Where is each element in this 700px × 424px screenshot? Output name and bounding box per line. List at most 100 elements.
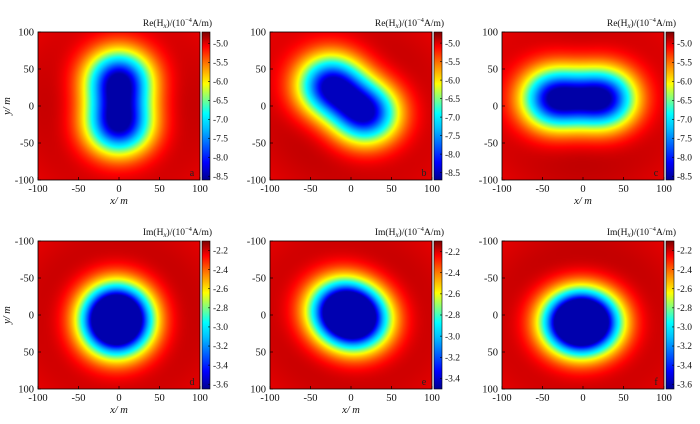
y-tick-label: -100 <box>479 176 498 187</box>
y-tick-label: 50 <box>24 65 35 76</box>
y-tick-label: 50 <box>24 348 35 359</box>
heatmap-canvas-c <box>502 32 664 180</box>
colorbar-tick-label: -6.5 <box>213 97 228 107</box>
x-tick-label: 50 <box>386 184 397 195</box>
colorbar-tick-label: -5.5 <box>213 59 228 69</box>
colorbar-tick-label: -7.0 <box>445 113 460 123</box>
colorbar-tick-label: -8.0 <box>445 150 460 160</box>
y-tick-label: 50 <box>256 65 267 76</box>
x-tick-label: 0 <box>580 184 585 195</box>
y-tick-label: 100 <box>250 28 266 39</box>
y-tick-label: 100 <box>250 385 266 396</box>
x-tick-label: 100 <box>424 393 440 404</box>
panel-letter: b <box>422 168 427 179</box>
colorbar-tick-label: -8.5 <box>213 172 228 182</box>
x-tick-label: -50 <box>536 184 550 195</box>
heatmap-canvas-e <box>270 241 432 389</box>
colorbar-d: -2.2 -2.4 -2.6 -2.8 -3.0 -3.2 -3.4 -3.6 <box>201 240 228 390</box>
colorbar-tick-label: -2.8 <box>213 304 228 314</box>
colorbar-gradient <box>433 31 443 181</box>
y-tick-label: -100 <box>247 237 266 248</box>
colorbar-tick-label: -2.8 <box>677 304 692 314</box>
panel-b: -100 -50 0 50 100100500-50-100b-5.0-5.5-6.0-… <box>247 17 461 195</box>
x-tick-label: -100 <box>492 393 511 404</box>
y-axis-label: y/ m <box>2 306 13 325</box>
colorbar-tick-label: -6.0 <box>213 78 228 88</box>
panel-letter: f <box>654 377 658 388</box>
colorbar-unit-title: Re(Hx)/(10−4A/m) <box>375 17 444 30</box>
x-tick-label: 100 <box>192 184 208 195</box>
x-tick-label: 50 <box>618 184 629 195</box>
colorbar-tick-label: -6.0 <box>677 78 692 88</box>
y-tick-label: 0 <box>29 102 34 113</box>
x-tick-label: 50 <box>154 184 165 195</box>
y-tick-label: -50 <box>252 139 266 150</box>
colorbar-b: -5.0 -5.5 -6.0 -6.5 -7.0 -7.5 -8.0 -8.5 <box>433 31 460 181</box>
x-tick-label: -50 <box>72 184 86 195</box>
y-axis-label: y/ m <box>2 97 13 116</box>
y-tick-label: 50 <box>488 65 499 76</box>
x-tick-label: 0 <box>116 184 121 195</box>
colorbar-gradient <box>665 31 675 181</box>
colorbar-tick-label: -3.6 <box>677 380 692 390</box>
colorbar-tick-label: -5.0 <box>677 40 692 50</box>
colorbar-gradient <box>201 240 211 390</box>
heatmap-f <box>502 241 664 389</box>
colorbar-tick-label: -3.6 <box>213 380 228 390</box>
colorbar-tick-label: -7.5 <box>677 134 692 144</box>
y-tick-label: -100 <box>15 237 34 248</box>
y-tick-label: 0 <box>493 311 498 322</box>
colorbar-tick-label: -8.5 <box>445 169 460 179</box>
colorbar-f: -2.2 -2.4 -2.6 -2.8 -3.0 -3.2 -3.4 -3.6 <box>665 240 692 390</box>
colorbar-tick-label: -3.2 <box>445 353 460 363</box>
colorbar-tick-label: -6.5 <box>445 95 460 105</box>
x-tick-label: 0 <box>348 393 353 404</box>
colorbar-unit-title: Im(Hx)/(10−4A/m) <box>143 226 212 239</box>
y-tick-label: 100 <box>18 28 34 39</box>
y-tick-label: -50 <box>484 139 498 150</box>
x-tick-label: -100 <box>492 184 511 195</box>
colorbar-e: -2.2 -2.4 -2.6 -2.8 -3.0 -3.2 -3.4 <box>433 240 460 390</box>
y-tick-label: -100 <box>479 237 498 248</box>
colorbar-tick-label: -2.2 <box>677 247 692 257</box>
y-tick-label: -100 <box>15 176 34 187</box>
heatmap-b <box>270 32 432 180</box>
x-tick-label: -100 <box>28 393 47 404</box>
colorbar-tick-label: -8.0 <box>677 153 692 163</box>
y-tick-label: 0 <box>493 102 498 113</box>
colorbar-tick-label: -2.4 <box>213 266 228 276</box>
colorbar-gradient <box>665 240 675 390</box>
heatmap-canvas-f <box>502 241 664 389</box>
colorbar-tick-label: -5.0 <box>213 40 228 50</box>
x-tick-label: -100 <box>260 393 279 404</box>
colorbar-tick-label: -2.2 <box>445 248 460 258</box>
y-tick-label: -50 <box>20 139 34 150</box>
y-tick-label: 100 <box>482 385 498 396</box>
x-tick-label: -50 <box>536 393 550 404</box>
colorbar-tick-label: -3.0 <box>445 332 460 342</box>
x-tick-label: 0 <box>580 393 585 404</box>
colorbar-tick-label: -8.0 <box>213 153 228 163</box>
colorbar-unit-title: Re(Hx)/(10−4A/m) <box>143 17 212 30</box>
y-tick-label: -100 <box>247 176 266 187</box>
colorbar-tick-label: -3.0 <box>677 323 692 333</box>
panel-f: -100 -50 0 50 100-100-50050100f-2.2-2.4-2.6-… <box>479 226 693 404</box>
y-tick-label: 0 <box>261 102 266 113</box>
colorbar-tick-label: -3.2 <box>213 342 228 352</box>
colorbar-tick-label: -8.5 <box>677 172 692 182</box>
colorbar-tick-label: -7.5 <box>213 134 228 144</box>
colorbar-tick-label: -5.5 <box>677 59 692 69</box>
y-tick-label: 0 <box>29 311 34 322</box>
heatmap-a <box>38 32 200 180</box>
y-tick-label: -50 <box>20 274 34 285</box>
colorbar-tick-label: -7.5 <box>445 132 460 142</box>
colorbar-tick-label: -2.6 <box>213 285 228 295</box>
colorbar-unit-title: Im(Hx)/(10−4A/m) <box>375 226 444 239</box>
x-tick-label: -50 <box>304 393 318 404</box>
panel-letter: c <box>654 168 659 179</box>
colorbar-tick-label: -2.4 <box>445 269 460 279</box>
heatmap-canvas-b <box>270 32 432 180</box>
x-tick-label: 100 <box>424 184 440 195</box>
y-tick-label: 50 <box>488 348 499 359</box>
heatmap-d <box>38 241 200 389</box>
